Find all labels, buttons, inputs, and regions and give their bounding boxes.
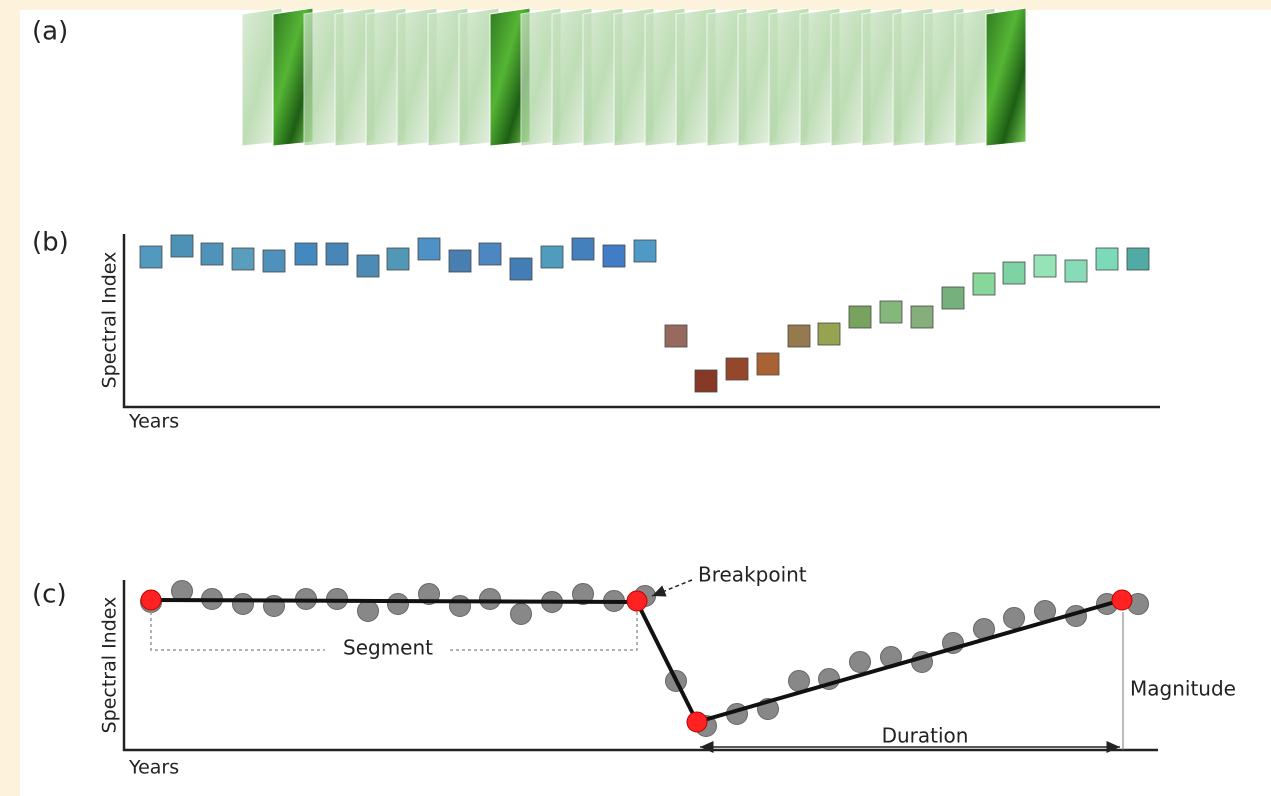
index-dot	[850, 652, 871, 673]
index-dot	[511, 604, 532, 625]
index-square	[387, 248, 409, 270]
index-square	[911, 306, 933, 328]
y-axis-label: Spectral Index	[99, 597, 121, 734]
index-square	[849, 306, 871, 328]
figure: (a) (b) (c) Spectral Index Years Spectra…	[0, 0, 1271, 796]
index-square	[942, 287, 964, 309]
image-frame	[986, 8, 1026, 146]
panel-label: (c)	[32, 580, 67, 610]
index-square	[757, 353, 779, 375]
index-square	[140, 246, 162, 268]
index-square	[665, 325, 687, 347]
index-square	[603, 245, 625, 267]
index-square	[263, 250, 285, 272]
index-dot	[450, 596, 471, 617]
index-square	[634, 240, 656, 262]
x-axis-label: Years	[128, 757, 179, 779]
panel-label: (b)	[32, 228, 69, 258]
index-dot	[388, 594, 409, 615]
index-square	[572, 238, 594, 260]
vertex	[1112, 590, 1132, 610]
index-square	[1003, 262, 1025, 284]
index-square	[726, 358, 748, 380]
index-square	[232, 248, 254, 270]
magnitude-label: Magnitude	[1130, 677, 1236, 701]
index-square	[171, 235, 193, 257]
vertex	[687, 712, 707, 732]
index-square	[357, 255, 379, 277]
page: (a) (b) (c) Spectral Index Years Spectra…	[0, 0, 1271, 796]
segment-label: Segment	[343, 636, 433, 660]
breakpoint-label: Breakpoint	[698, 563, 807, 587]
index-square	[973, 273, 995, 295]
y-axis-label: Spectral Index	[99, 252, 121, 389]
vertex	[141, 590, 161, 610]
index-square	[1096, 248, 1118, 270]
index-square	[695, 370, 717, 392]
index-square	[880, 301, 902, 323]
duration-label: Duration	[882, 724, 969, 748]
index-square	[201, 243, 223, 265]
index-square	[418, 238, 440, 260]
index-dot	[358, 601, 379, 622]
index-square	[541, 246, 563, 268]
index-square	[295, 243, 317, 265]
panel-label: (a)	[32, 17, 68, 47]
index-dot	[233, 594, 254, 615]
index-dot	[1004, 608, 1025, 629]
index-square	[326, 243, 348, 265]
index-dot	[480, 589, 501, 610]
index-square	[449, 250, 471, 272]
index-square	[479, 243, 501, 265]
x-axis-label: Years	[128, 411, 179, 433]
index-square	[818, 323, 840, 345]
image-stack	[242, 8, 1026, 146]
index-square	[1034, 255, 1056, 277]
index-square	[788, 325, 810, 347]
index-dot	[789, 671, 810, 692]
vertex	[627, 591, 647, 611]
index-square	[510, 258, 532, 280]
index-square	[1127, 248, 1149, 270]
index-square	[1065, 260, 1087, 282]
